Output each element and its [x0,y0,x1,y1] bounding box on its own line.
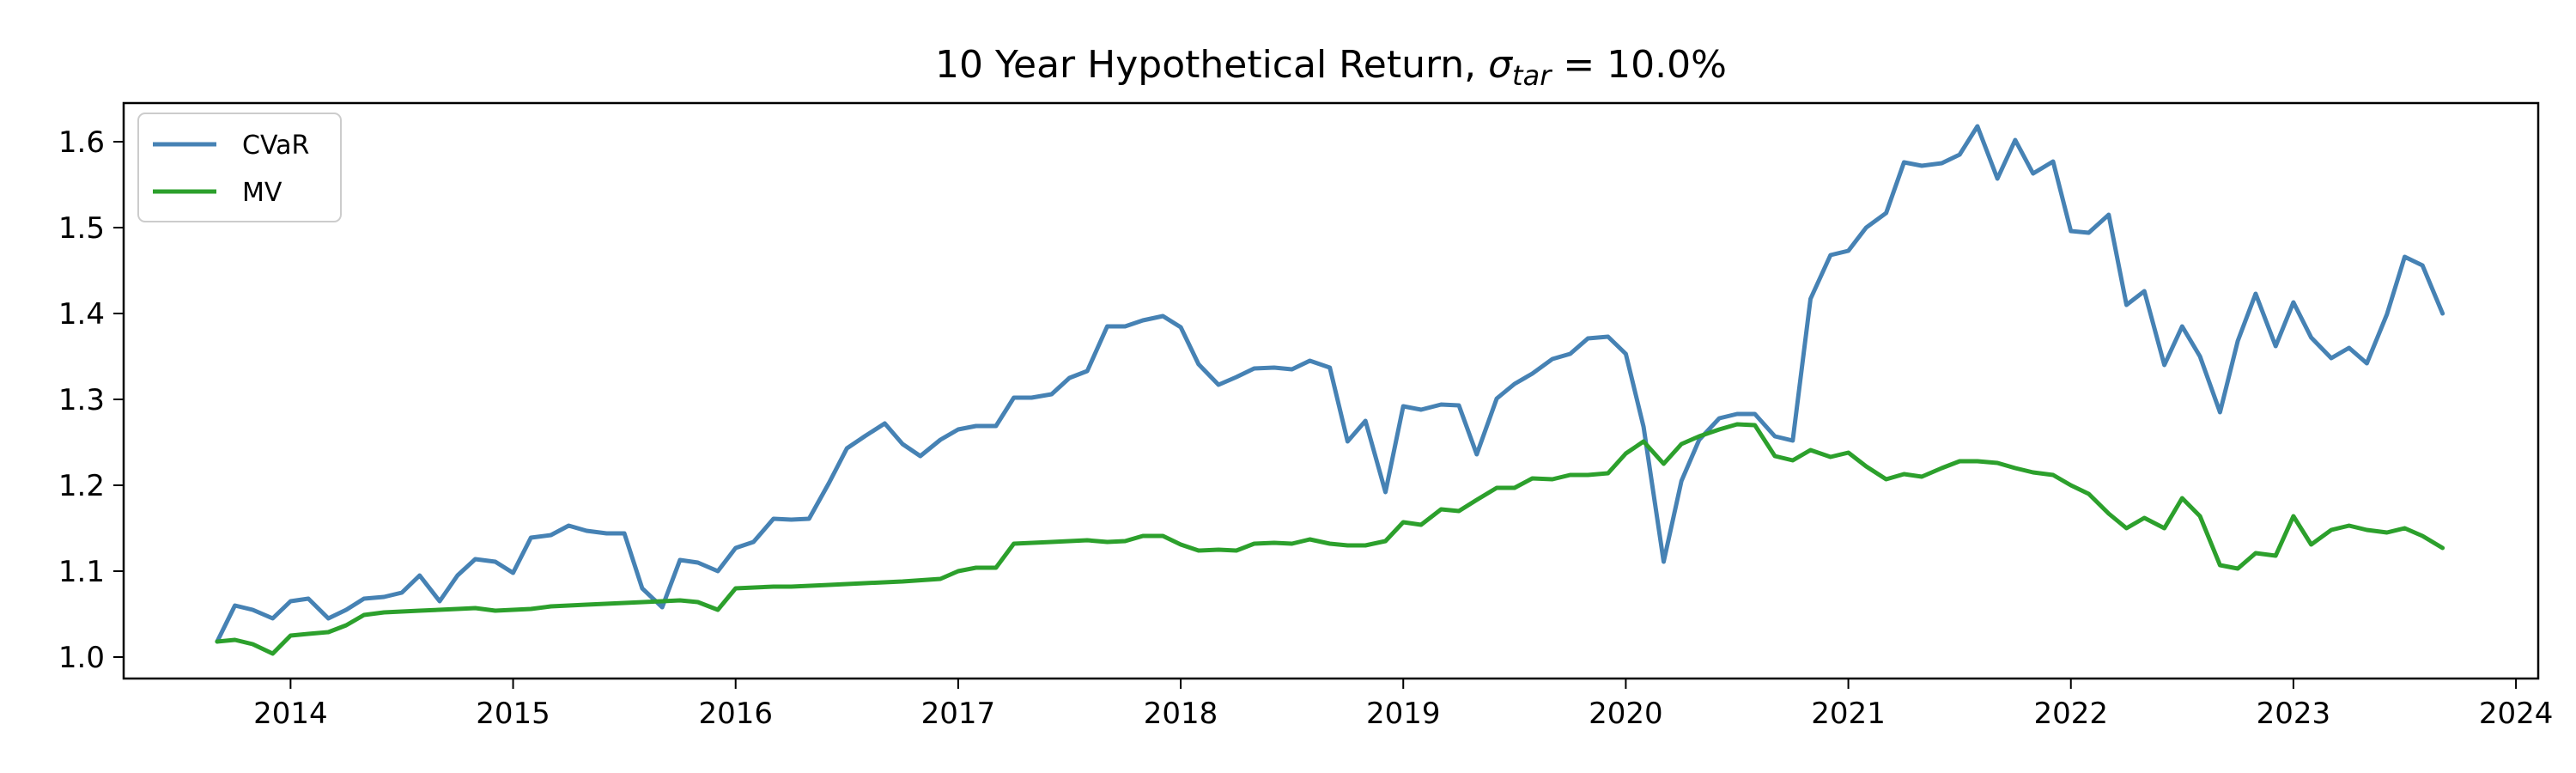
y-tick-label: 1.5 [58,211,105,246]
plot-area [215,124,2445,656]
y-tick-label: 1.1 [58,555,105,589]
x-tick-label: 2024 [2479,697,2554,731]
x-tick-label: 2014 [253,697,328,731]
legend-label-cvar: CVaR [242,131,309,161]
axes: 2014 2015 2016 2017 2018 2019 2020 2021 2022 2023… [58,101,2554,731]
series-line-mv [215,422,2445,656]
series-line-cvar [215,124,2445,644]
x-tick-label: 2023 [2257,697,2331,731]
axes-frame [122,101,2540,680]
x-tick-label: 2018 [1144,697,1218,731]
y-tick-label: 1.6 [58,125,105,160]
x-tick-label: 2017 [921,697,996,731]
x-tick-label: 2016 [698,697,773,731]
y-tick-label: 1.2 [58,469,105,503]
x-tick-label: 2021 [1811,697,1886,731]
legend: CVaR MV [137,113,342,222]
legend-label-mv: MV [242,178,283,208]
x-tick-label: 2019 [1366,697,1441,731]
y-tick-label: 1.0 [58,641,105,675]
x-tick-label: 2020 [1589,697,1663,731]
chart-title: 10 Year Hypothetical Return, σtar = 10.0… [935,43,1727,92]
y-tick-label: 1.3 [58,383,105,417]
legend-frame [137,113,342,222]
y-tick-label: 1.4 [58,297,105,332]
x-tick-label: 2015 [476,697,550,731]
x-tick-label: 2022 [2033,697,2108,731]
